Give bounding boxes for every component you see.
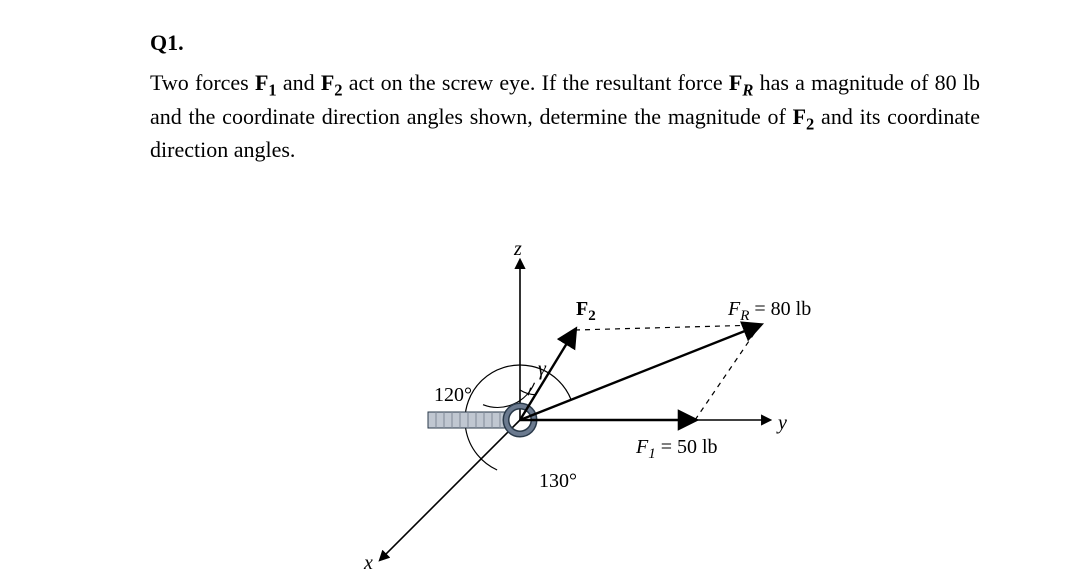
- dash-line: [575, 325, 760, 330]
- vector-fr: [520, 325, 760, 420]
- diagram-svg: [340, 230, 860, 570]
- text-part: and: [277, 70, 321, 95]
- axis-x: [380, 420, 520, 560]
- dash-line: [695, 325, 760, 420]
- label-fr: FR = 80 lb: [728, 298, 811, 325]
- label-f1: F1 = 50 lb: [636, 436, 718, 463]
- force-diagram: z y x F2 FR = 80 lb F1 = 50 lb 120° 130°…: [340, 230, 860, 570]
- text-part: act on the screw eye. If the resultant f…: [343, 70, 729, 95]
- screw-eye-icon: [428, 406, 534, 434]
- question-label: Q1.: [150, 30, 980, 56]
- vector-f2: [520, 330, 575, 420]
- angle-label-130: 130°: [539, 470, 577, 493]
- force-subscript: 1: [268, 80, 276, 99]
- text-part: Two forces: [150, 70, 255, 95]
- force-subscript: R: [742, 80, 753, 99]
- angle-arc-120: [483, 383, 534, 408]
- axis-label-y: y: [778, 412, 787, 435]
- angle-label-120: 120°: [434, 384, 472, 407]
- axis-label-x: x: [364, 552, 373, 575]
- angle-label-gamma: γ: [538, 358, 546, 381]
- force-symbol: F: [255, 70, 268, 95]
- force-symbol: F: [729, 70, 742, 95]
- force-symbol: F: [321, 70, 334, 95]
- label-f2: F2: [576, 298, 596, 325]
- force-subscript: 2: [334, 80, 342, 99]
- force-symbol: F: [793, 104, 806, 129]
- axis-label-z: z: [514, 238, 522, 261]
- problem-statement: Two forces F1 and F2 act on the screw ey…: [150, 68, 980, 165]
